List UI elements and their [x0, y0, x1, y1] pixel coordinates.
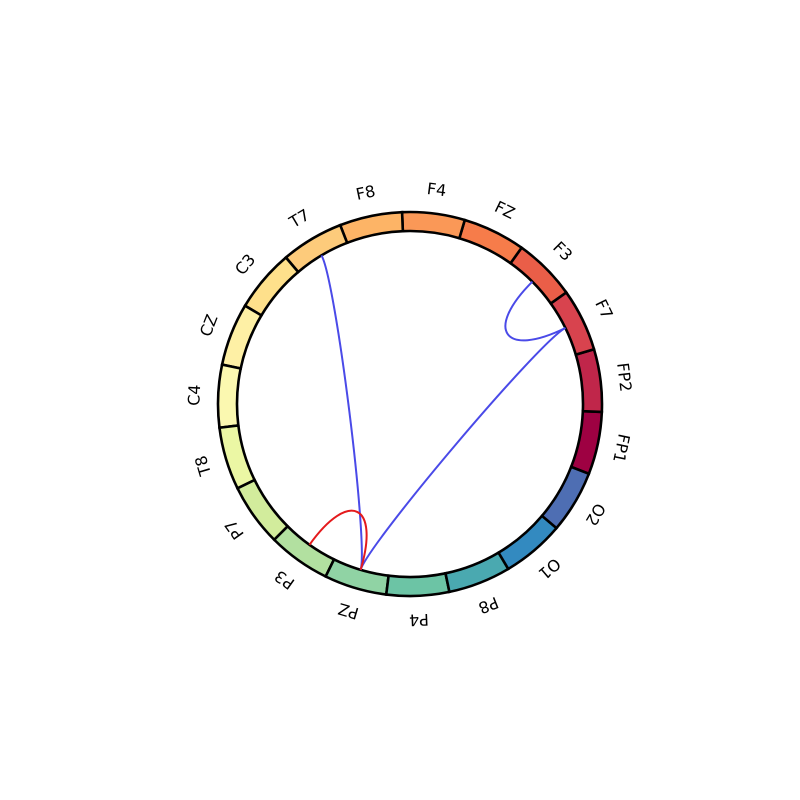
link-f7-pz — [359, 327, 566, 571]
node-label-fp1: FP1 — [609, 432, 634, 464]
node-label-p3: P3 — [271, 566, 298, 593]
node-label-f4: F4 — [426, 179, 448, 200]
node-label-pz: PZ — [336, 599, 361, 623]
node-label-f3: F3 — [549, 238, 576, 265]
node-label-p4: P4 — [409, 610, 430, 630]
node-segments — [216, 210, 604, 598]
segment-p4 — [384, 571, 451, 598]
node-label-cz: CZ — [196, 312, 222, 340]
node-label-fz: FZ — [492, 197, 518, 223]
node-label-o1: O1 — [535, 554, 565, 583]
node-label-o2: O2 — [582, 500, 610, 529]
link-p3-pz — [308, 509, 368, 571]
segment-c4 — [216, 363, 243, 430]
link-f3-f7 — [504, 280, 566, 342]
node-label-f8: F8 — [354, 181, 377, 204]
node-label-c3: C3 — [231, 250, 259, 279]
node-label-p7: P7 — [221, 516, 248, 543]
node-label-t7: T7 — [285, 205, 313, 232]
link-t7-pz — [320, 254, 363, 571]
segment-o2 — [540, 465, 591, 530]
node-label-t8: T8 — [191, 453, 215, 479]
node-label-c4: C4 — [184, 384, 204, 406]
connection-links — [308, 254, 566, 571]
node-label-p8: P8 — [476, 593, 501, 618]
node-label-fp2: FP2 — [613, 362, 635, 393]
node-label-f7: F7 — [591, 296, 617, 322]
chord-inner-area — [237, 231, 583, 577]
